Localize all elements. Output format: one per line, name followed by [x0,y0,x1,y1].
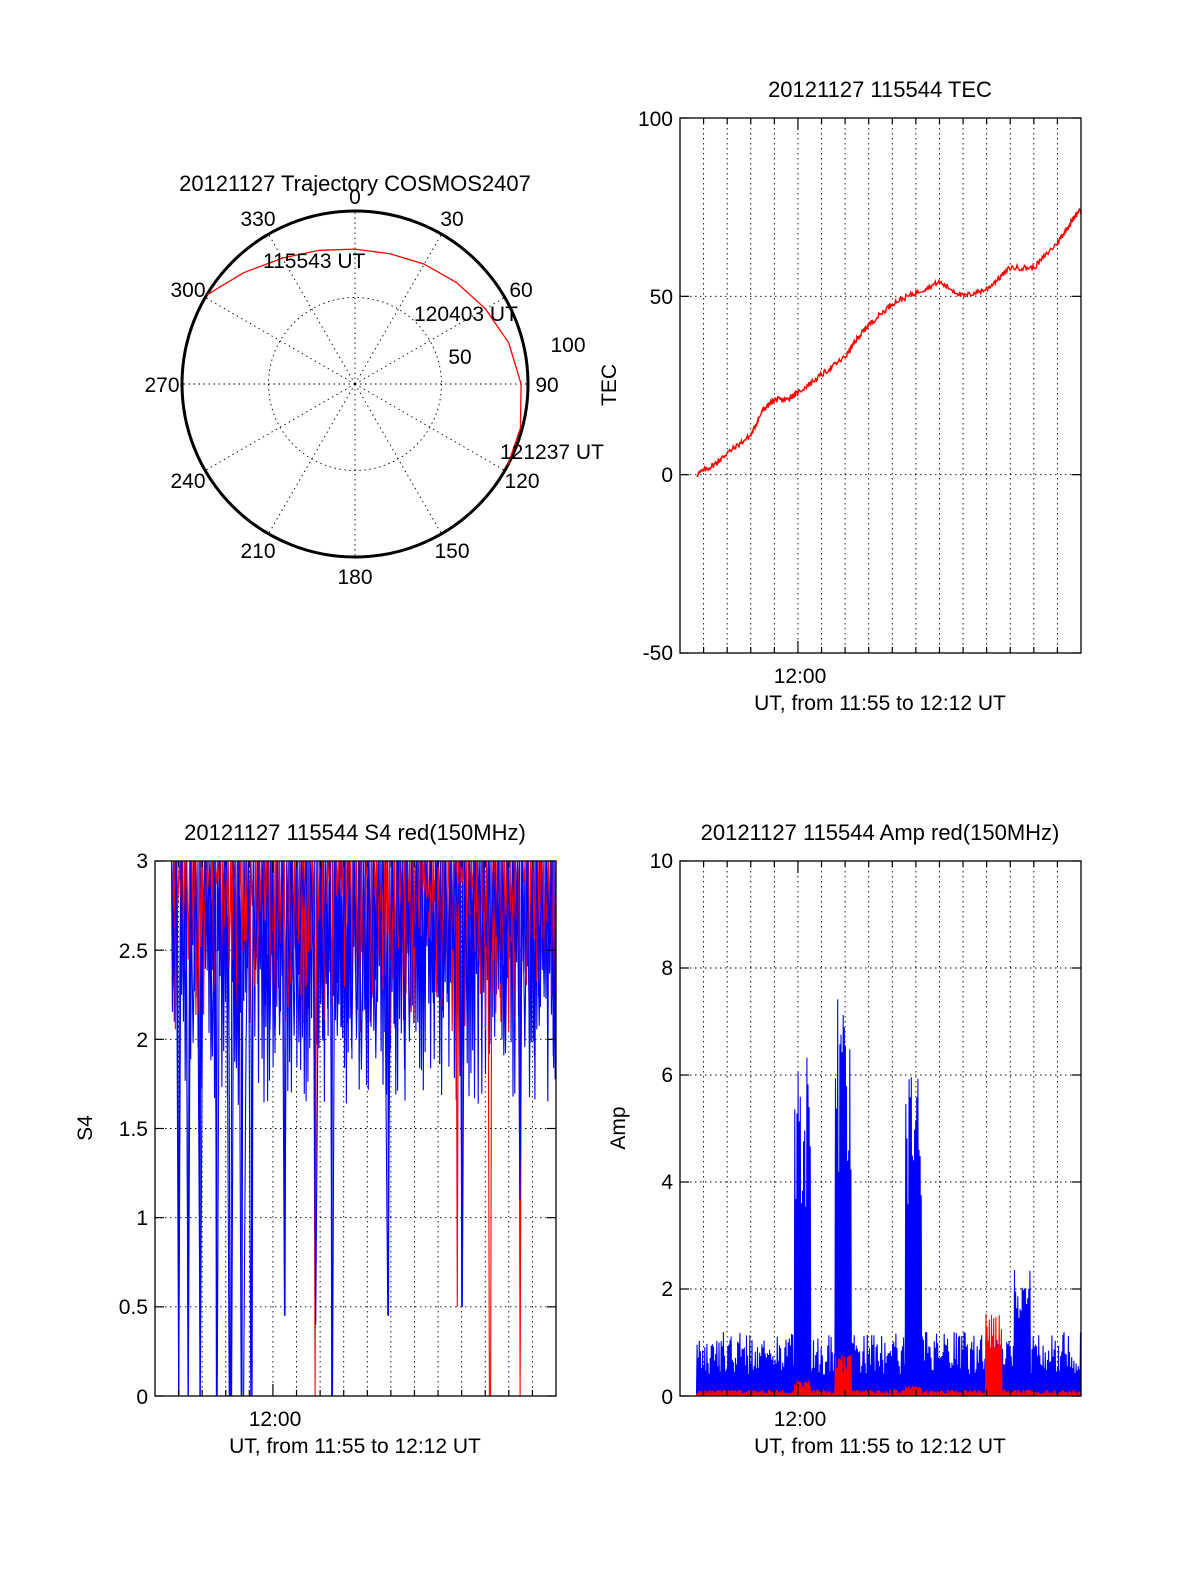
polar-grid-spoke-210 [268,383,356,535]
tec-ytick-50: 50 [650,286,673,309]
polar-angle-label-90: 90 [535,374,558,397]
tec-ytick-0: 0 [661,464,673,487]
polar-angle-label-270: 270 [144,374,179,397]
tec-ylabel: TEC [598,364,621,406]
polar-grid-spoke-30 [354,233,442,385]
polar-angle-labels: 0 30 60 90 120 150 180 210 240 270 300 330 [144,186,558,589]
polar-angle-label-300: 300 [170,279,205,302]
amp-plot-frame [679,860,1082,1397]
polar-angle-label-30: 30 [440,208,463,231]
tec-ytick-100: 100 [638,108,673,131]
polar-angle-label-60: 60 [509,279,532,302]
s4-xtick-1200: 12:00 [249,1408,302,1431]
amp-ytick-8: 8 [661,957,673,980]
trajectory-track [206,248,522,466]
polar-angle-label-150: 150 [434,540,469,563]
s4-ytick-1: 1 [136,1207,148,1230]
s4-ytick-0.5: 0.5 [119,1296,148,1319]
s4-ytick-0: 0 [136,1386,148,1409]
polar-radial-label-100: 100 [550,334,585,357]
s4-ytick-2: 2 [136,1029,148,1052]
tec-title: 20121127 115544 TEC [768,77,992,102]
tec-series-line [696,207,1082,478]
s4-ticks [155,860,556,1397]
s4-ytick-2.5: 2.5 [119,940,148,963]
trajectory-end-label: 121237 UT [500,441,604,464]
s4-title: 20121127 115544 S4 red(150MHz) [184,820,526,845]
polar-grid [182,211,528,557]
polar-angle-label-180: 180 [337,566,372,589]
tec-xtick-1200: 12:00 [774,665,827,688]
amp-xlabel: UT, from 11:55 to 12:12 UT [754,1435,1006,1458]
polar-grid-spoke-150 [354,383,442,535]
amp-ytick-6: 6 [661,1064,673,1087]
polar-outer-ring [180,209,530,559]
amp-title: 20121127 115544 Amp red(150MHz) [701,820,1060,845]
polar-grid-spoke-330 [268,233,356,385]
polar-grid-spoke-240 [204,383,356,471]
polar-angle-label-240: 240 [170,470,205,493]
tec-plot-frame [679,117,1082,654]
polar-angle-label-210: 210 [240,540,275,563]
trajectory-mid-label: 120403 UT [414,303,518,326]
tec-ticks [680,117,1081,654]
amp-ytick-0: 0 [661,1386,673,1409]
amp-blue-line [695,999,1082,1397]
polar-grid-spoke-300 [204,297,356,385]
s4-ytick-1.5: 1.5 [119,1118,148,1141]
amp-ytick-4: 4 [661,1171,673,1194]
s4-xlabel: UT, from 11:55 to 12:12 UT [229,1435,481,1458]
trajectory-start-label: 115543 UT [263,250,366,273]
amp-panel: 20121127 115544 Amp red(150MHz) 10 8 6 4… [607,820,1082,1458]
polar-title: 20121127 Trajectory COSMOS2407 [179,171,531,196]
s4-ytick-3: 3 [136,850,148,873]
amp-ytick-2: 2 [661,1278,673,1301]
s4-panel: 20121127 115544 S4 red(150MHz) 3 2.5 2 1… [74,820,557,1458]
tec-grid [680,118,1081,653]
polar-angle-label-0: 0 [349,186,361,209]
tec-panel: 20121127 115544 TEC 100 50 0 -50 12:00 U… [598,77,1082,715]
tec-xlabel: UT, from 11:55 to 12:12 UT [754,692,1006,715]
amp-xtick-1200: 12:00 [774,1408,827,1431]
polar-grid-spoke-60 [354,297,506,385]
s4-ylabel: S4 [74,1115,97,1141]
polar-radial-label-50: 50 [448,346,471,369]
amp-ylabel: Amp [607,1106,630,1149]
amp-ytick-10: 10 [650,850,673,873]
polar-angle-label-120: 120 [504,470,539,493]
amp-blue-series [695,999,1082,1397]
polar-grid-spoke-120 [354,383,506,471]
amp-ticks [680,860,1081,1397]
tec-ytick-minus50: -50 [643,642,673,665]
polar-panel: 20121127 Trajectory COSMOS2407 0 30 60 90 12… [144,171,604,589]
polar-angle-label-330: 330 [240,208,275,231]
